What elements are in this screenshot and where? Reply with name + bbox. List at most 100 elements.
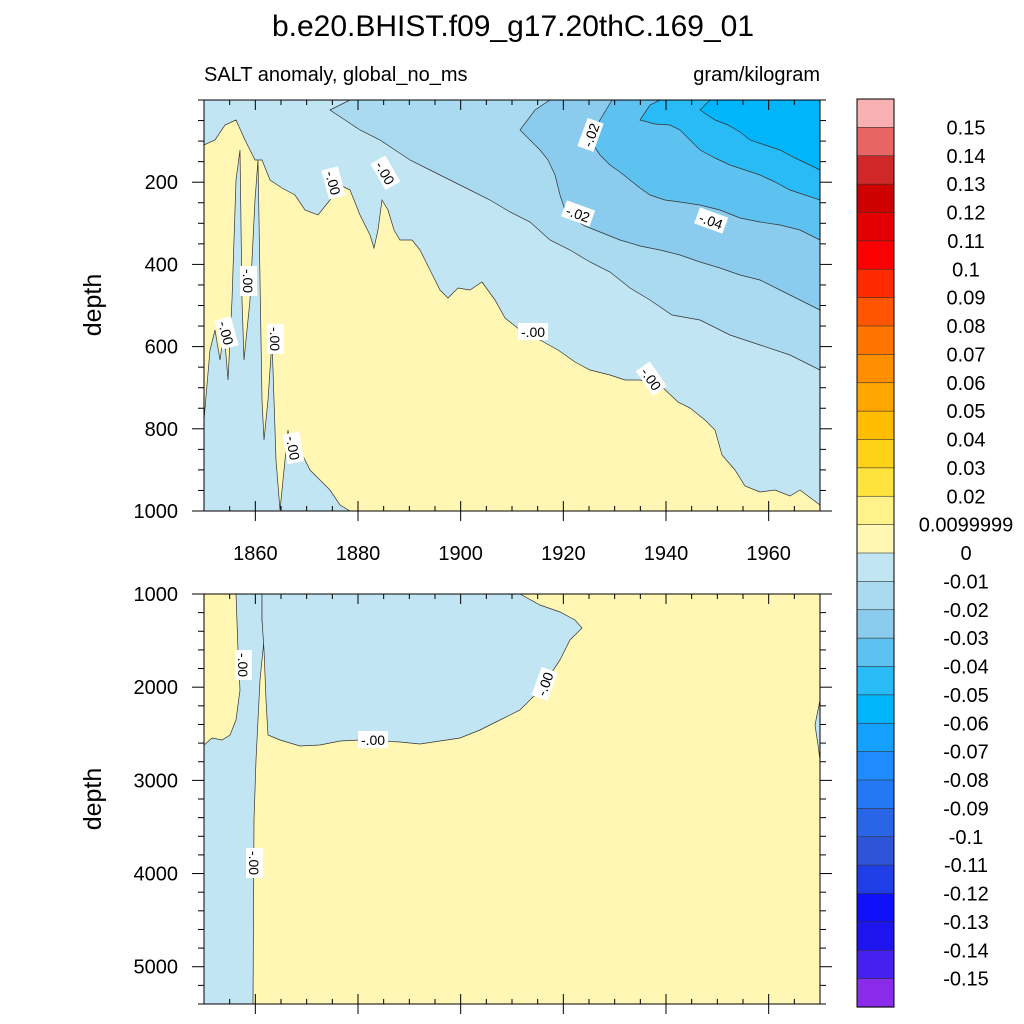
upper-y-tick-label: 400 (145, 254, 178, 276)
colorbar-swatch (856, 751, 895, 781)
upper-contour-label: -.00 (321, 166, 346, 200)
colorbar-level-label: -0.1 (949, 827, 983, 849)
colorbar-level-label: -0.04 (943, 657, 989, 679)
colorbar-level-label: 0.1 (952, 259, 980, 281)
colorbar-swatch (856, 240, 895, 270)
colorbar-level-label: 0.04 (947, 430, 986, 452)
colorbar-swatch (856, 155, 895, 185)
colorbar-level-label: -0.02 (943, 600, 989, 622)
colorbar-level-label: 0.05 (947, 401, 986, 423)
colorbar-swatch (856, 183, 895, 214)
colorbar-swatch (856, 98, 895, 128)
upper-contour-label: -.00 (282, 431, 305, 465)
upper-contour-label: -.00 (267, 324, 284, 354)
lower-contour-label: -.00 (531, 666, 558, 701)
colorbar-level-label: -0.07 (943, 742, 989, 764)
colorbar-level-label: -0.12 (943, 884, 989, 906)
colorbar-swatch (856, 921, 895, 951)
svg-text:-.00: -.00 (521, 324, 545, 340)
colorbar-swatch (856, 212, 895, 242)
colorbar-level-label: -0.03 (943, 628, 989, 650)
colorbar-swatch (856, 864, 895, 895)
variable-label: SALT anomaly, global_no_ms (204, 64, 468, 86)
colorbar: 0.15 0.14 0.13 0.12 0.11 0.1 0.09 0.08 0.07 0.06 0… (856, 98, 1014, 1008)
svg-text:-.02: -.02 (579, 121, 602, 149)
units-label: gram/kilogram (693, 64, 820, 86)
lower-contour-label: -.00 (358, 731, 388, 748)
lower-contour-label: -.00 (235, 650, 252, 680)
colorbar-level-label: 0.14 (947, 146, 986, 168)
colorbar-level-label: -0.13 (943, 912, 989, 934)
upper-contour-label: -.04 (694, 207, 729, 234)
lower-x-ticks (203, 594, 821, 1014)
lower-y-tick-label: 4000 (134, 864, 179, 886)
colorbar-swatch (856, 354, 895, 384)
colorbar-swatch (856, 779, 895, 809)
colorbar-level-label: 0.0099999 (919, 515, 1014, 537)
colorbar-level-label: 0.06 (947, 373, 986, 395)
colorbar-swatch (856, 297, 895, 327)
x-tick-label: 1920 (541, 543, 586, 565)
colorbar-level-label: -0.09 (943, 798, 989, 820)
colorbar-level-label: -0.06 (943, 713, 989, 735)
colorbar-swatch (856, 268, 895, 299)
lower-contour-label: -.00 (246, 848, 263, 878)
colorbar-swatch (856, 808, 895, 838)
colorbar-frame (856, 98, 895, 1008)
svg-text:-.00: -.00 (240, 269, 256, 293)
colorbar-swatch (856, 410, 895, 441)
colorbar-swatch (856, 666, 895, 696)
colorbar-level-label: 0.02 (947, 486, 986, 508)
colorbar-swatch (856, 467, 895, 497)
colorbar-level-label: -0.05 (943, 685, 989, 707)
colorbar-swatch (856, 893, 895, 923)
upper-contour-label: -.02 (577, 117, 604, 152)
svg-text:-.00: -.00 (215, 319, 237, 347)
svg-text:-.00: -.00 (322, 169, 344, 197)
colorbar-level-label: -0.08 (943, 770, 989, 792)
lower-y-axis-label: depth (79, 768, 107, 831)
colorbar-level-label: -0.11 (944, 855, 988, 877)
colorbar-swatch (856, 581, 895, 611)
lower-y-tick-label: 2000 (134, 677, 179, 699)
colorbar-level-label: 0.07 (947, 344, 986, 366)
svg-text:-.00: -.00 (235, 653, 251, 677)
upper-contour-label: -.00 (214, 316, 239, 350)
lower-y-ticks: 1000 2000 3000 4000 5000 (134, 584, 832, 1005)
upper-y-tick-label: 800 (145, 419, 178, 441)
svg-text:-.04: -.04 (697, 209, 725, 232)
colorbar-swatch (856, 524, 895, 554)
lower-contour-labels: -.00 -.00 -.00 -.00 (235, 650, 558, 878)
svg-text:-.00: -.00 (267, 327, 283, 351)
colorbar-level-label: 0.13 (947, 174, 986, 196)
upper-y-tick-label: 600 (145, 337, 178, 359)
svg-text:-.00: -.00 (361, 732, 385, 748)
lower-y-tick-label: 3000 (134, 770, 179, 792)
x-tick-label: 1880 (336, 543, 381, 565)
lower-y-tick-label: 5000 (134, 957, 179, 979)
colorbar-swatch (856, 836, 895, 866)
colorbar-swatch (856, 325, 895, 355)
upper-y-tick-label: 200 (145, 172, 178, 194)
colorbar-level-label: 0.12 (947, 203, 986, 225)
upper-contour-labels: -.02-.02 -.04-.00-.00-.00-.00-.00-.00 -.00… (214, 117, 729, 465)
colorbar-level-label: 0.09 (947, 288, 986, 310)
colorbar-swatch (856, 439, 895, 469)
lower-y-tick-label: 1000 (134, 584, 179, 606)
upper-y-axis-label: depth (79, 274, 107, 337)
colorbar-level-label: 0.11 (947, 231, 984, 253)
colorbar-level-label: 0.15 (947, 117, 986, 139)
svg-text:-.00: -.00 (533, 670, 556, 698)
upper-neg-region-a (203, 149, 352, 512)
colorbar-swatch (856, 495, 895, 526)
colorbar-level-label: 0.08 (947, 316, 986, 338)
chart-title: b.e20.BHIST.f09_g17.20thC.169_01 (272, 10, 754, 43)
upper-x-ticks: 1860 1880 1900 1920 1940 1960 (203, 100, 821, 565)
colorbar-level-label: -0.14 (943, 940, 989, 962)
colorbar-swatch (856, 694, 895, 724)
x-tick-label: 1860 (233, 543, 278, 565)
lower-panel: 1000 2000 3000 4000 5000 -.00 -.00 -.00 -.00 de… (79, 584, 832, 1014)
svg-text:-.00: -.00 (283, 435, 303, 462)
colorbar-level-label: 0.03 (947, 458, 986, 480)
